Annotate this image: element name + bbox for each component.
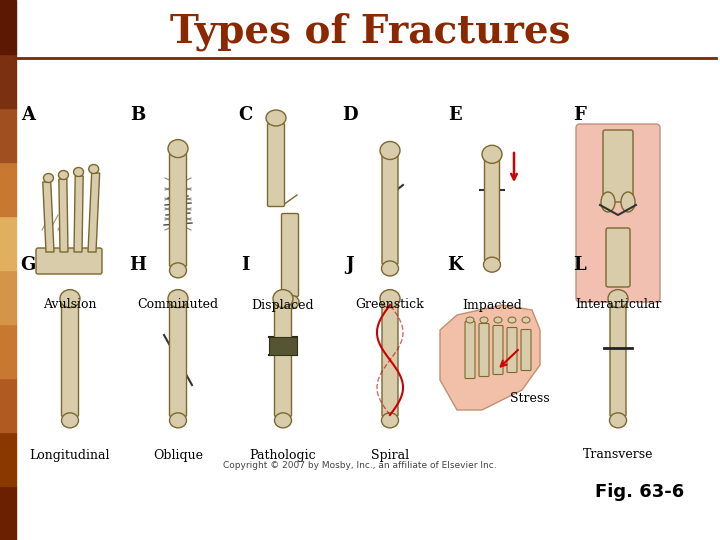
Bar — [0, 0, 16, 54]
Ellipse shape — [466, 317, 474, 323]
Polygon shape — [440, 305, 540, 410]
Text: Comminuted: Comminuted — [138, 299, 219, 312]
Text: C: C — [238, 106, 252, 124]
FancyBboxPatch shape — [382, 303, 398, 416]
Text: Longitudinal: Longitudinal — [30, 449, 110, 462]
Bar — [0, 378, 16, 432]
FancyBboxPatch shape — [282, 213, 299, 296]
Bar — [0, 108, 16, 162]
FancyBboxPatch shape — [382, 156, 398, 265]
Text: Spiral: Spiral — [371, 449, 409, 462]
Ellipse shape — [61, 413, 78, 428]
Ellipse shape — [380, 289, 400, 308]
Polygon shape — [74, 176, 84, 252]
Text: Displaced: Displaced — [252, 299, 315, 312]
Text: D: D — [342, 106, 358, 124]
Bar — [0, 54, 16, 108]
FancyBboxPatch shape — [61, 303, 78, 416]
Text: Pathologic: Pathologic — [250, 449, 316, 462]
FancyBboxPatch shape — [521, 329, 531, 370]
Text: Avulsion: Avulsion — [43, 299, 96, 312]
Text: H: H — [130, 256, 146, 274]
Ellipse shape — [168, 289, 188, 308]
Polygon shape — [42, 182, 54, 252]
Text: F: F — [574, 106, 586, 124]
FancyBboxPatch shape — [169, 303, 186, 416]
Ellipse shape — [73, 167, 84, 177]
FancyBboxPatch shape — [603, 130, 633, 202]
Ellipse shape — [382, 261, 398, 276]
FancyBboxPatch shape — [465, 321, 475, 379]
Text: J: J — [346, 256, 354, 274]
Ellipse shape — [43, 173, 53, 183]
Text: K: K — [447, 256, 463, 274]
Text: Types of Fractures: Types of Fractures — [170, 13, 570, 51]
Ellipse shape — [266, 110, 286, 126]
Ellipse shape — [168, 140, 188, 158]
Text: B: B — [130, 106, 145, 124]
Ellipse shape — [273, 289, 293, 308]
Text: G: G — [20, 256, 35, 274]
Ellipse shape — [58, 171, 68, 179]
Bar — [0, 324, 16, 378]
Text: Fig. 63-6: Fig. 63-6 — [595, 483, 685, 501]
Text: Oblique: Oblique — [153, 449, 203, 462]
Ellipse shape — [281, 295, 299, 309]
Text: Transverse: Transverse — [582, 449, 653, 462]
Ellipse shape — [610, 413, 626, 428]
Bar — [0, 216, 16, 270]
Text: Copyright © 2007 by Mosby, Inc., an affiliate of Elsevier Inc.: Copyright © 2007 by Mosby, Inc., an affi… — [223, 462, 497, 470]
Polygon shape — [59, 179, 68, 252]
FancyBboxPatch shape — [606, 228, 630, 287]
Ellipse shape — [380, 141, 400, 159]
Text: Impacted: Impacted — [462, 299, 522, 312]
Text: Stress: Stress — [510, 392, 549, 404]
Text: L: L — [574, 256, 586, 274]
Ellipse shape — [601, 192, 615, 212]
FancyBboxPatch shape — [274, 303, 292, 416]
FancyBboxPatch shape — [576, 124, 660, 302]
Ellipse shape — [522, 317, 530, 323]
FancyBboxPatch shape — [493, 326, 503, 375]
Bar — [0, 432, 16, 486]
Text: A: A — [21, 106, 35, 124]
Ellipse shape — [480, 317, 488, 323]
Ellipse shape — [382, 413, 398, 428]
Bar — [0, 162, 16, 216]
FancyBboxPatch shape — [268, 124, 284, 206]
Text: Interarticular: Interarticular — [575, 299, 661, 312]
Bar — [0, 270, 16, 324]
FancyBboxPatch shape — [485, 159, 500, 261]
Ellipse shape — [169, 413, 186, 428]
Ellipse shape — [608, 289, 628, 308]
Text: I: I — [240, 256, 249, 274]
Ellipse shape — [89, 165, 99, 173]
Ellipse shape — [621, 192, 635, 212]
Ellipse shape — [484, 257, 500, 272]
FancyBboxPatch shape — [507, 327, 517, 373]
Bar — [269, 337, 297, 355]
Bar — [0, 486, 16, 540]
FancyBboxPatch shape — [36, 248, 102, 274]
Ellipse shape — [494, 317, 502, 323]
Ellipse shape — [169, 263, 186, 278]
FancyBboxPatch shape — [610, 303, 626, 416]
Text: E: E — [448, 106, 462, 124]
Polygon shape — [88, 173, 99, 252]
FancyBboxPatch shape — [479, 323, 489, 376]
Ellipse shape — [482, 145, 502, 163]
Text: Greenstick: Greenstick — [356, 299, 424, 312]
Ellipse shape — [274, 413, 292, 428]
FancyBboxPatch shape — [169, 153, 186, 267]
Ellipse shape — [60, 289, 80, 308]
Ellipse shape — [508, 317, 516, 323]
